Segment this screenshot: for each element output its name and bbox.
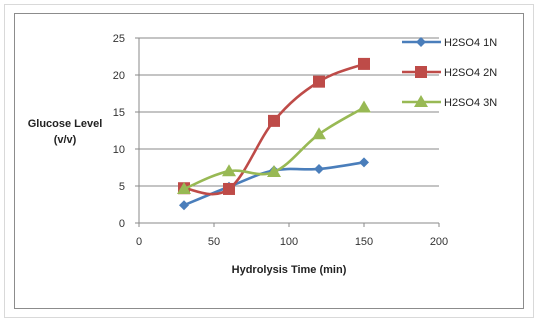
data-point xyxy=(357,100,371,113)
data-point xyxy=(312,127,326,140)
y-tick-label: 25 xyxy=(113,33,125,45)
y-tick-label: 0 xyxy=(119,218,125,230)
y-tick-label: 10 xyxy=(113,144,125,156)
series-h2so4-2n xyxy=(178,57,370,196)
legend-label-h2so4-1n: H2SO4 1N xyxy=(444,37,497,49)
tick-labels: 0 5 10 15 20 25 0 50 100 150 200 xyxy=(113,33,448,248)
data-point xyxy=(358,57,370,70)
data-point xyxy=(223,182,235,195)
y-tick-label: 15 xyxy=(113,107,125,119)
legend-marker-h2so4-3n xyxy=(414,95,428,107)
data-point xyxy=(313,75,325,88)
x-tick-label: 50 xyxy=(208,236,220,248)
data-point xyxy=(359,157,369,168)
data-point xyxy=(222,164,236,177)
legend-marker-h2so4-2n xyxy=(415,66,427,78)
x-tick-label: 200 xyxy=(430,236,448,248)
axes xyxy=(135,37,440,227)
y-tick-label: 20 xyxy=(113,70,125,82)
data-point xyxy=(177,181,191,194)
legend-label-h2so4-2n: H2SO4 2N xyxy=(444,67,497,79)
x-tick-label: 0 xyxy=(136,236,142,248)
legend-marker-h2so4-1n xyxy=(416,37,426,47)
x-axis-title: Hydrolysis Time (min) xyxy=(232,264,347,276)
y-axis-title-line-1: Glucose Level xyxy=(28,118,103,130)
data-point xyxy=(314,163,324,174)
legend-label-h2so4-3n: H2SO4 3N xyxy=(444,97,497,109)
figure-border xyxy=(4,4,534,318)
x-tick-label: 150 xyxy=(355,236,373,248)
y-axis-title-line-2: (v/v) xyxy=(54,134,77,146)
data-point xyxy=(267,164,281,177)
chart-area xyxy=(14,13,524,309)
x-tick-label: 100 xyxy=(280,236,298,248)
series-h2so4-3n xyxy=(177,100,371,194)
data-point xyxy=(179,200,189,211)
series-layer xyxy=(177,57,371,211)
y-tick-label: 5 xyxy=(119,181,125,193)
gridlines xyxy=(139,37,439,187)
data-point xyxy=(268,114,280,127)
legend: H2SO4 1N H2SO4 2N H2SO4 3N xyxy=(402,37,497,109)
